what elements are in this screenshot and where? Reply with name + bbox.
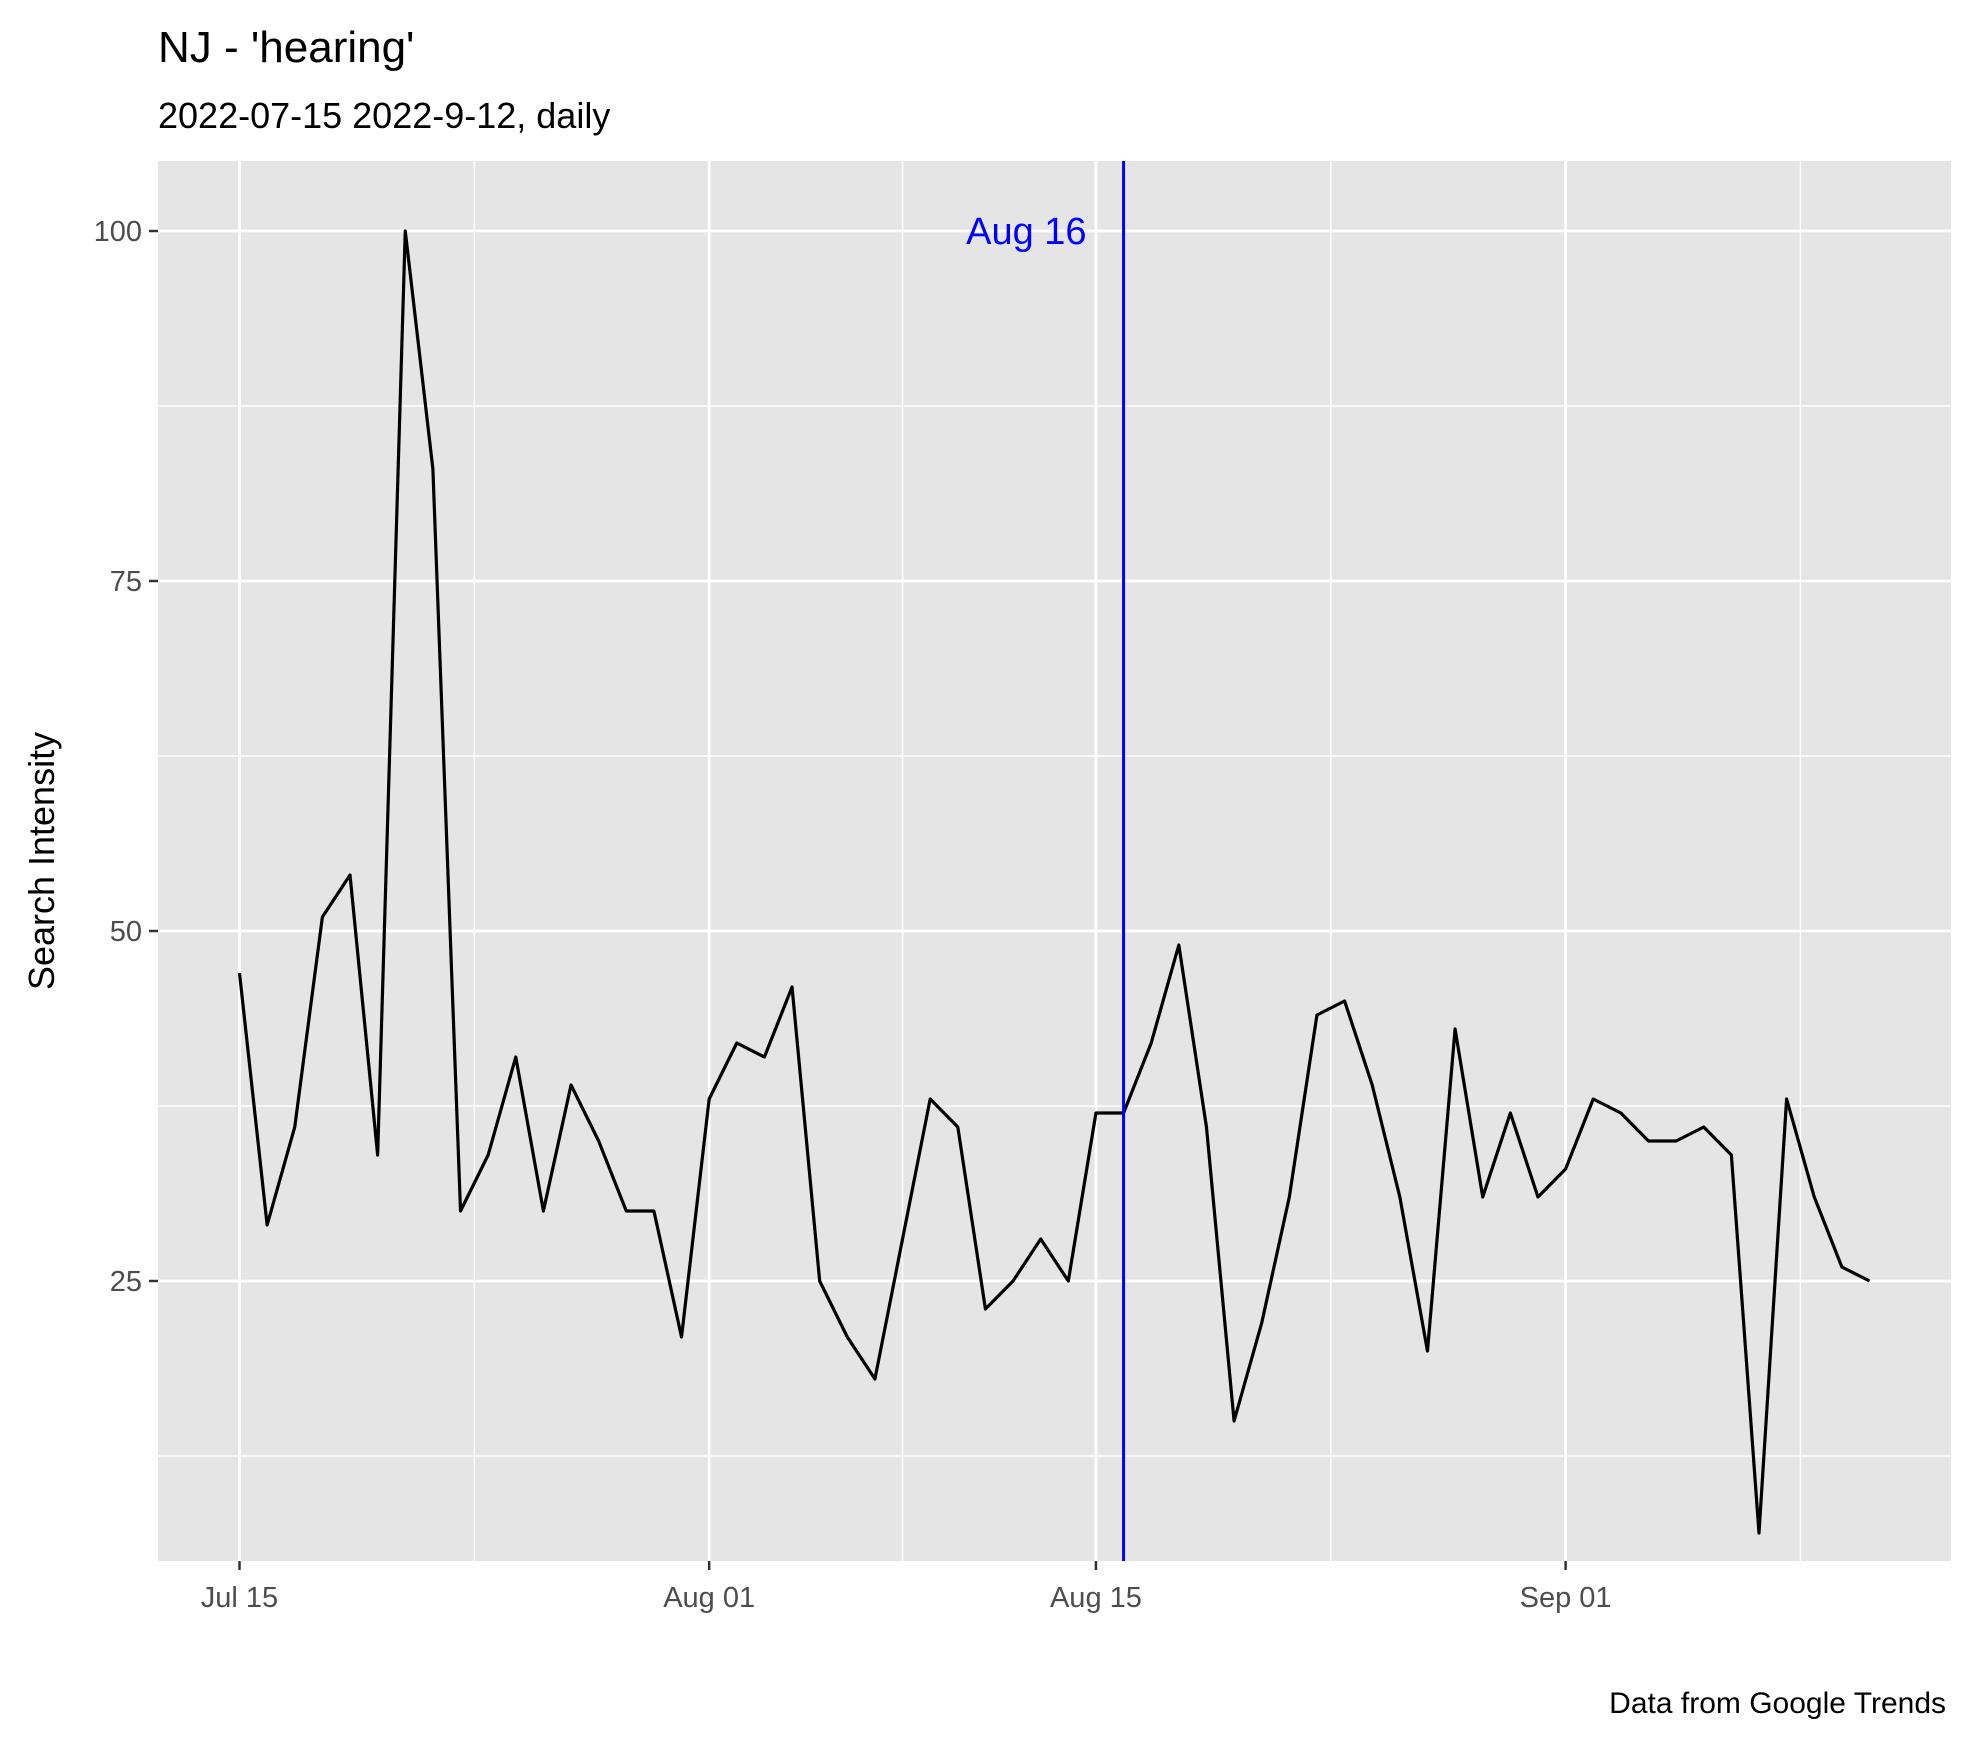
y-tick-label: 100 bbox=[94, 216, 142, 248]
x-tick-label: Aug 15 bbox=[1050, 1582, 1142, 1614]
chart-title: NJ - 'hearing' bbox=[158, 23, 414, 72]
y-tick-label: 50 bbox=[110, 916, 142, 948]
annotation-layer: Aug 16 bbox=[966, 161, 1126, 1561]
major-gridlines bbox=[158, 161, 1951, 1561]
y-tick-label: 75 bbox=[110, 566, 142, 598]
series-layer bbox=[237, 229, 1871, 1535]
x-tick-label: Sep 01 bbox=[1520, 1582, 1612, 1614]
caption: Data from Google Trends bbox=[1609, 1687, 1946, 1720]
y-axis-title: Search Intensity bbox=[21, 732, 62, 990]
x-tick-label: Jul 15 bbox=[201, 1582, 278, 1614]
chart-subtitle: 2022-07-15 2022-9-12, daily bbox=[158, 95, 610, 136]
y-tick-label: 25 bbox=[110, 1266, 142, 1298]
x-tick-label: Aug 01 bbox=[663, 1582, 755, 1614]
plot-panel bbox=[158, 161, 1951, 1561]
annotation-label: Aug 16 bbox=[966, 211, 1086, 253]
series-line bbox=[237, 229, 1871, 1535]
x-axis: Jul 15 Aug 01 Aug 15 Sep 01 bbox=[201, 1561, 1612, 1614]
y-axis: 25 50 75 100 bbox=[94, 216, 158, 1298]
